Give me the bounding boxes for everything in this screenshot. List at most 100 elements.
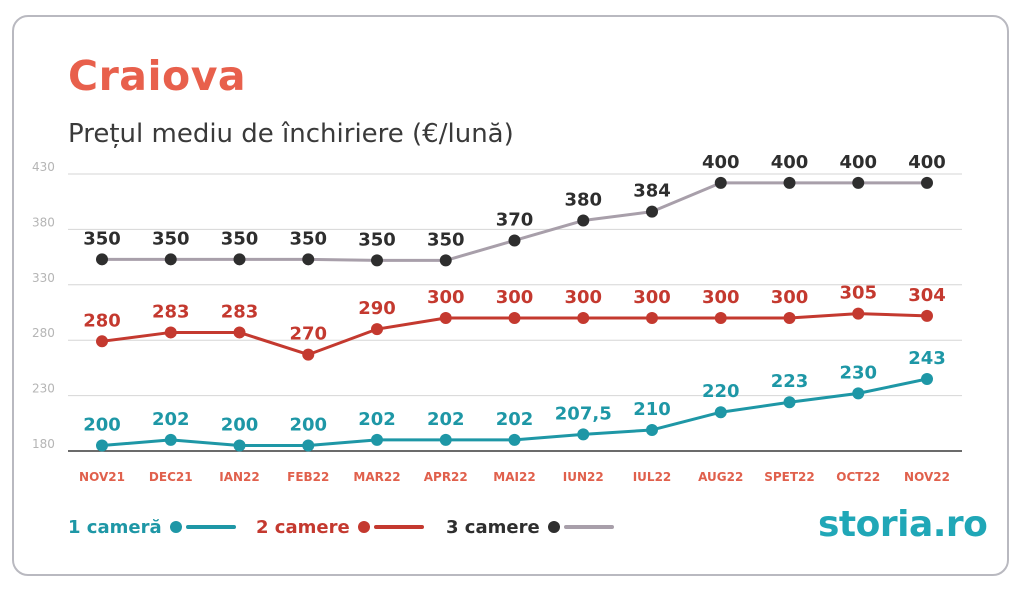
data-point	[852, 387, 865, 400]
legend-item-2-camere: 2 camere	[256, 512, 424, 542]
data-label: 200	[289, 414, 327, 435]
data-point	[96, 439, 108, 452]
x-tick-label: MAR22	[353, 470, 400, 484]
brand-logo: storia.ro	[818, 504, 988, 545]
data-point	[921, 372, 933, 385]
legend-marker	[547, 521, 560, 533]
data-point	[508, 234, 521, 247]
data-label: 300	[564, 287, 602, 308]
legend-line	[373, 525, 424, 529]
legend-line	[563, 525, 614, 529]
y-tick-label: 430	[32, 160, 55, 174]
x-tick-label: AUG22	[698, 470, 743, 484]
legend-label: 1 cameră	[68, 516, 162, 538]
data-label: 300	[496, 287, 534, 308]
data-point	[439, 254, 452, 267]
x-axis-ticks: NOV21 DEC21 IAN22 FEB22 MAR22 APR22 MAI22 IUN22…	[79, 470, 950, 484]
x-tick-label: MAI22	[493, 470, 535, 484]
data-point	[714, 406, 727, 419]
data-label: 400	[702, 152, 740, 173]
y-tick-label: 180	[32, 437, 55, 451]
data-label: 202	[427, 409, 465, 430]
data-point	[164, 253, 177, 266]
y-tick-label: 330	[32, 271, 55, 285]
data-label: 223	[771, 371, 809, 392]
data-point	[233, 253, 246, 266]
data-point	[371, 323, 383, 336]
data-point	[577, 214, 590, 227]
x-tick-label: DEC21	[149, 470, 193, 484]
data-point	[96, 335, 108, 348]
data-point	[233, 439, 246, 452]
data-label: 304	[908, 285, 946, 306]
legend-item-3-camere: 3 camere	[446, 512, 614, 542]
data-label: 200	[221, 414, 259, 435]
data-label: 202	[496, 409, 534, 430]
y-axis-ticks: 180 230 280 330 380 430	[32, 160, 55, 451]
data-point	[646, 423, 658, 436]
data-label: 210	[633, 399, 671, 420]
data-label: 220	[702, 381, 740, 402]
data-label: 305	[839, 283, 877, 304]
data-label: 350	[221, 228, 259, 249]
data-point	[439, 312, 452, 325]
data-label: 350	[83, 228, 121, 249]
data-point	[439, 433, 452, 446]
data-label: 350	[152, 228, 190, 249]
data-label: 207,5	[555, 403, 612, 424]
x-tick-label: SPET22	[764, 470, 815, 484]
grid-lines	[68, 173, 962, 452]
data-label: 290	[358, 298, 396, 319]
data-label: 400	[839, 152, 877, 173]
data-label: 400	[771, 152, 809, 173]
data-point	[164, 326, 177, 339]
x-tick-label: NOV21	[79, 470, 125, 484]
x-tick-label: OCT22	[836, 470, 880, 484]
data-label: 230	[839, 362, 877, 383]
data-point	[921, 309, 933, 322]
data-label: 380	[564, 190, 602, 211]
x-tick-label: FEB22	[287, 470, 329, 484]
x-tick-label: IAN22	[219, 470, 260, 484]
legend: 1 cameră 2 camere 3 camere	[0, 512, 1024, 542]
data-point	[508, 312, 521, 325]
data-point	[96, 253, 108, 266]
data-point	[371, 254, 383, 267]
data-label: 350	[358, 229, 396, 250]
data-point	[783, 396, 796, 409]
series-lines	[96, 176, 933, 452]
data-point	[164, 433, 177, 446]
data-point	[302, 253, 315, 266]
data-point	[852, 176, 865, 189]
data-label: 280	[83, 310, 121, 331]
data-label: 270	[289, 324, 327, 345]
data-point	[646, 312, 658, 325]
data-label: 283	[221, 301, 259, 322]
data-label: 300	[771, 287, 809, 308]
data-point	[783, 176, 796, 189]
chart-subtitle: Prețul mediu de închiriere (€/lună)	[68, 119, 514, 149]
legend-label: 3 camere	[446, 516, 540, 538]
data-label: 350	[427, 229, 465, 250]
data-labels: 200 202 200 200 202 202 202 207,5 210 220 223 230 24…	[83, 152, 946, 436]
chart-card	[12, 15, 1009, 576]
data-point	[302, 439, 315, 452]
data-label: 300	[633, 287, 671, 308]
x-tick-label: APR22	[424, 470, 468, 484]
data-label: 200	[83, 414, 121, 435]
data-label: 243	[908, 348, 946, 369]
data-label: 283	[152, 301, 190, 322]
y-tick-label: 230	[32, 382, 55, 396]
data-point	[371, 433, 383, 446]
x-tick-label: IUN22	[563, 470, 604, 484]
chart-title: Craiova	[68, 52, 247, 100]
data-label: 370	[496, 209, 534, 230]
data-point	[921, 176, 933, 189]
data-label: 300	[427, 287, 465, 308]
data-label: 202	[152, 409, 190, 430]
x-tick-label: IUL22	[633, 470, 672, 484]
data-point	[852, 307, 865, 320]
legend-marker	[357, 521, 370, 533]
data-point	[577, 312, 590, 325]
